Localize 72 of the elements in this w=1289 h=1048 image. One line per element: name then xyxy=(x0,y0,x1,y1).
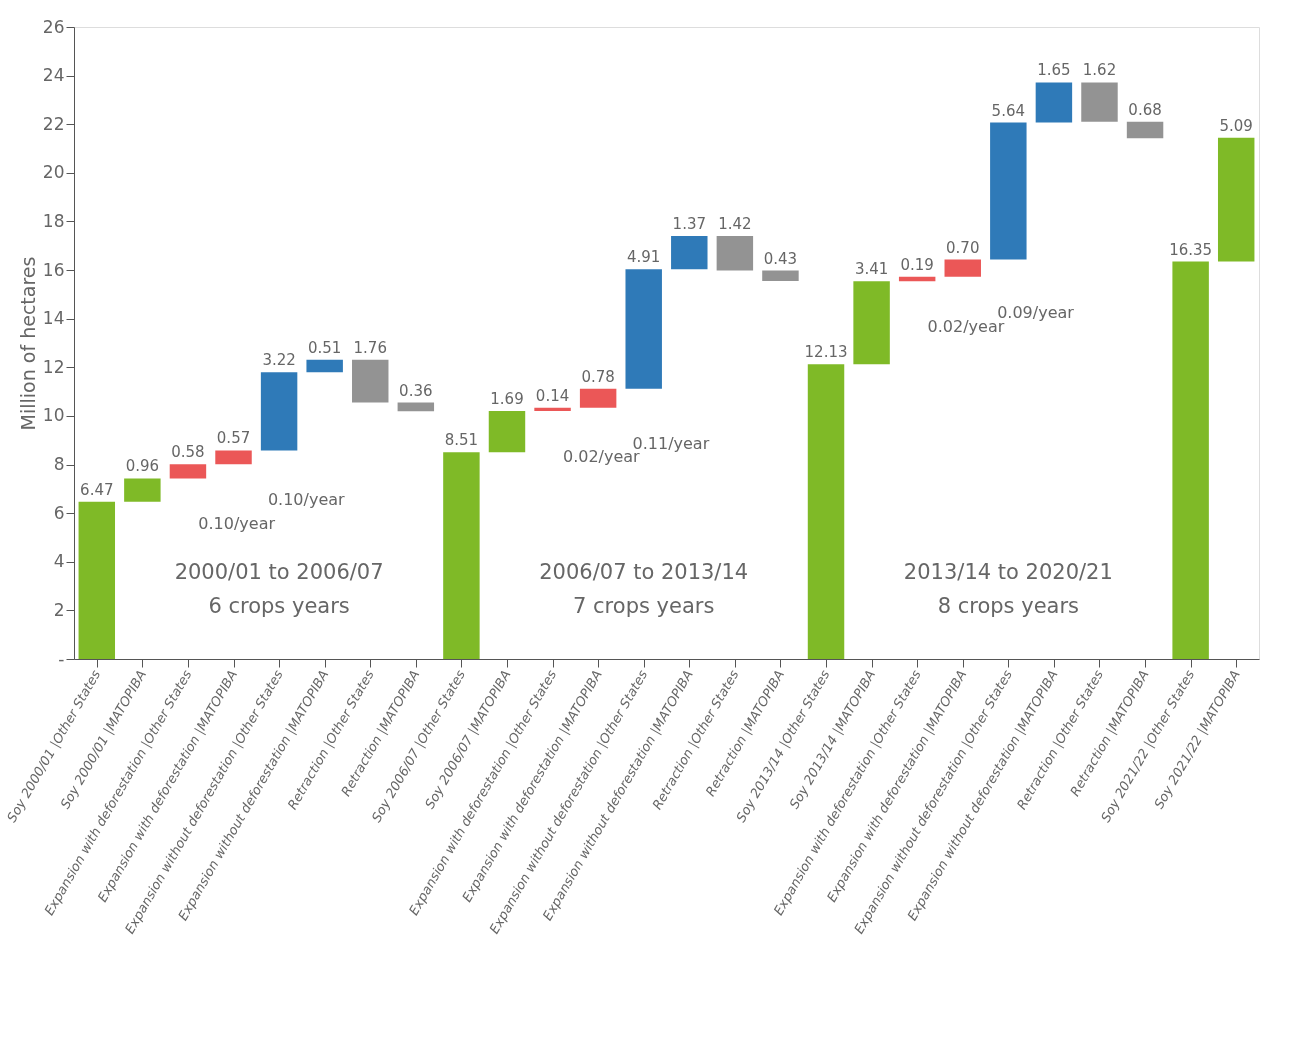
data-label: 0.19 xyxy=(900,255,934,274)
y-tick-label: - xyxy=(58,648,65,669)
bar xyxy=(397,402,435,412)
y-tick-label: 4 xyxy=(53,551,65,572)
bar xyxy=(215,450,252,465)
data-label: 5.09 xyxy=(1219,116,1253,135)
data-label: 0.96 xyxy=(125,457,160,476)
bar xyxy=(853,281,890,365)
bar xyxy=(534,407,571,412)
data-label: 8.51 xyxy=(444,431,479,450)
bar xyxy=(671,236,708,270)
annotation: 2006/07 to 2013/14 7 crops years xyxy=(539,560,749,618)
data-label: 6.47 xyxy=(80,480,114,499)
y-tick-label: 2 xyxy=(53,599,65,620)
data-label: 1.69 xyxy=(490,390,524,409)
annotation: 2013/14 to 2020/21 8 crops years xyxy=(903,560,1113,618)
y-tick-label: 10 xyxy=(42,405,65,426)
bar xyxy=(807,364,845,659)
bar xyxy=(260,372,298,451)
data-label: 1.62 xyxy=(1082,61,1117,80)
data-label: 0.78 xyxy=(581,367,615,386)
data-label: 0.58 xyxy=(171,443,205,462)
y-tick-label: 12 xyxy=(42,356,65,377)
bar xyxy=(579,388,617,408)
bar xyxy=(443,452,480,659)
y-tick-label: 6 xyxy=(53,502,65,523)
y-tick-label: 14 xyxy=(42,308,65,329)
data-label: 4.91 xyxy=(627,248,661,267)
bar xyxy=(762,270,799,282)
y-tick-label: 8 xyxy=(53,454,65,475)
y-tick-label: 24 xyxy=(42,65,65,86)
y-tick-label: 16 xyxy=(42,259,65,280)
bar xyxy=(169,464,207,479)
annotation: 0.11/year xyxy=(632,433,710,453)
data-label: 0.14 xyxy=(535,386,570,405)
bar xyxy=(306,359,343,373)
data-label: 0.36 xyxy=(399,381,433,400)
y-tick-label: 18 xyxy=(42,210,65,231)
data-label: 0.51 xyxy=(307,338,342,357)
bar xyxy=(944,259,981,277)
y-tick-label: 20 xyxy=(42,162,65,183)
y-tick-label: 22 xyxy=(42,113,65,134)
bar xyxy=(488,411,526,453)
bar xyxy=(1126,121,1164,139)
data-label: 1.37 xyxy=(672,215,706,234)
data-label: 3.41 xyxy=(854,260,889,279)
data-label: 12.13 xyxy=(804,343,848,362)
data-label: 0.57 xyxy=(216,429,251,448)
bar xyxy=(352,359,389,403)
data-label: 1.42 xyxy=(718,215,752,234)
data-label: 16.35 xyxy=(1169,240,1213,259)
bar xyxy=(625,269,662,389)
data-label: 0.43 xyxy=(763,249,798,268)
annotation: 0.10/year xyxy=(198,514,276,534)
bar xyxy=(716,236,754,271)
annotation: 2000/01 to 2006/07 6 crops years xyxy=(174,560,384,618)
data-label: 3.22 xyxy=(262,351,296,370)
bar xyxy=(1081,82,1118,122)
bar xyxy=(990,122,1027,260)
data-label: 5.64 xyxy=(991,101,1026,120)
bar xyxy=(78,501,116,659)
bar xyxy=(1035,82,1073,123)
bar xyxy=(1217,137,1255,262)
bar xyxy=(124,478,161,502)
data-label: 0.68 xyxy=(1128,100,1162,119)
y-axis-title: Million of hectares xyxy=(16,256,39,431)
data-label: 1.65 xyxy=(1037,61,1071,80)
data-label: 0.70 xyxy=(946,238,980,257)
data-label: 1.76 xyxy=(353,338,387,357)
bar xyxy=(1172,261,1209,659)
y-tick-label: 26 xyxy=(42,16,65,37)
annotation: 0.10/year xyxy=(267,490,346,510)
